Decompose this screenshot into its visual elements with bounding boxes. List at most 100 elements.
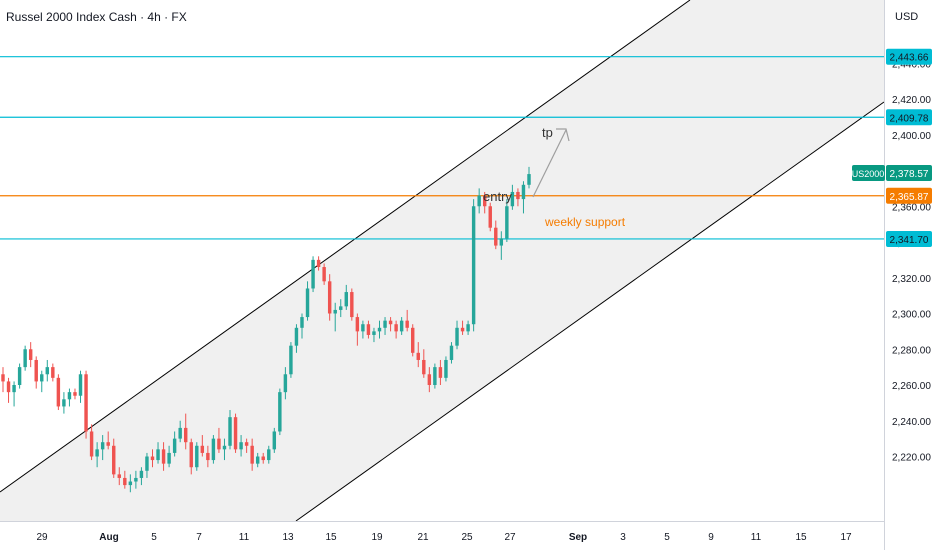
x-tick-label: 13 bbox=[282, 532, 294, 543]
x-tick-label: 19 bbox=[371, 532, 383, 543]
price-axis-bg bbox=[884, 0, 932, 550]
candle-body bbox=[106, 442, 110, 446]
candle-body bbox=[156, 449, 160, 461]
candle-body bbox=[438, 367, 443, 378]
candle-body bbox=[134, 477, 138, 482]
y-tick-label: 2,420.00 bbox=[892, 95, 931, 106]
candle-body bbox=[233, 417, 238, 450]
candle-body bbox=[250, 445, 254, 464]
candle-body bbox=[139, 470, 144, 478]
candle-body bbox=[217, 438, 221, 450]
x-tick-label: 11 bbox=[751, 532, 762, 543]
y-tick-label: 2,280.00 bbox=[892, 345, 931, 356]
level-price-tag bbox=[886, 230, 932, 247]
candle-body bbox=[62, 399, 66, 407]
y-tick-label: 2,300.00 bbox=[892, 310, 931, 321]
candle-body bbox=[244, 442, 249, 446]
candle-body bbox=[455, 327, 459, 346]
current-price-tag bbox=[886, 165, 932, 182]
x-tick-label: 3 bbox=[620, 532, 626, 543]
candle-body bbox=[172, 438, 177, 453]
x-tick-label: 15 bbox=[795, 532, 807, 543]
candle-body bbox=[6, 381, 11, 393]
candle-body bbox=[189, 442, 193, 468]
candle-body bbox=[377, 327, 382, 332]
candle-body bbox=[183, 427, 188, 443]
annotations: entry tp weekly support bbox=[483, 125, 626, 229]
y-tick-label: 2,440.00 bbox=[892, 59, 931, 70]
candle-body bbox=[477, 195, 481, 207]
candle-body bbox=[482, 195, 487, 207]
candle-body bbox=[84, 374, 88, 432]
candle-body bbox=[73, 392, 77, 396]
level-price-tag bbox=[886, 187, 932, 204]
candle-body bbox=[311, 259, 315, 289]
level-price-tag bbox=[886, 109, 932, 126]
candle-body bbox=[123, 477, 127, 486]
candle-body bbox=[1, 374, 5, 382]
candle-body bbox=[449, 345, 454, 360]
x-tick-label: 21 bbox=[417, 532, 429, 543]
candle-body bbox=[239, 442, 243, 450]
projection-arrowhead bbox=[556, 128, 570, 142]
weekly-support-label: weekly support bbox=[544, 215, 626, 229]
candle-body bbox=[411, 327, 415, 353]
candle-body bbox=[28, 349, 33, 360]
candle-body bbox=[267, 449, 271, 461]
candle-body bbox=[12, 385, 16, 393]
candle-body bbox=[283, 374, 288, 393]
candle-body bbox=[471, 206, 476, 325]
candle-body bbox=[327, 281, 332, 314]
candle-body bbox=[78, 374, 83, 396]
candle-body bbox=[383, 320, 387, 328]
candle-body bbox=[350, 292, 354, 318]
candle-body bbox=[333, 309, 337, 314]
candle-body bbox=[112, 445, 116, 475]
candle-body bbox=[195, 445, 199, 468]
candle-body bbox=[488, 206, 492, 228]
tp-label: tp bbox=[542, 125, 553, 140]
x-tick-label: 5 bbox=[664, 532, 670, 543]
current-price-text: 2,378.57 bbox=[890, 169, 929, 180]
horizontal-levels bbox=[0, 56, 884, 240]
candle-body bbox=[95, 449, 99, 457]
candle-body bbox=[34, 359, 38, 382]
candle-body bbox=[89, 431, 94, 457]
candle-body bbox=[45, 367, 50, 375]
candle-body bbox=[394, 324, 398, 332]
candle-body bbox=[56, 377, 61, 407]
price-tags: 2,443.66 2,409.78 2,365.87 2,341.70 US2000 2,… bbox=[852, 48, 932, 247]
chart-header: Russel 2000 Index Cash · 4h · FX USD bbox=[6, 10, 918, 24]
x-tick-label: 17 bbox=[840, 532, 852, 543]
candle-body bbox=[494, 227, 498, 246]
candle-body bbox=[222, 445, 227, 450]
candle-body bbox=[40, 374, 44, 382]
candle-body bbox=[510, 191, 515, 207]
candle-body bbox=[433, 367, 437, 385]
candle-body bbox=[117, 474, 121, 478]
symbol-tag-text: US2000 bbox=[852, 169, 885, 179]
level-price-text: 2,443.66 bbox=[890, 53, 929, 64]
currency-label[interactable]: USD bbox=[895, 11, 918, 23]
x-tick-label: Aug bbox=[99, 532, 118, 543]
candle-body bbox=[460, 327, 465, 332]
candle-body bbox=[200, 445, 205, 453]
candle-body bbox=[444, 359, 448, 378]
x-tick-label: Sep bbox=[569, 532, 587, 543]
candle-body bbox=[355, 317, 360, 332]
candle-body bbox=[399, 320, 404, 332]
candle-body bbox=[228, 417, 232, 446]
candle-body bbox=[289, 345, 293, 375]
x-tick-label: 25 bbox=[461, 532, 473, 543]
channel-fill bbox=[0, 0, 884, 521]
candle-body bbox=[427, 374, 432, 385]
candle-body bbox=[388, 320, 393, 325]
candle-body bbox=[161, 449, 166, 464]
candle-body bbox=[366, 324, 371, 335]
candle-body bbox=[422, 359, 426, 375]
candle-body bbox=[51, 367, 55, 378]
candle-body bbox=[527, 174, 531, 185]
candle-body bbox=[361, 324, 365, 332]
